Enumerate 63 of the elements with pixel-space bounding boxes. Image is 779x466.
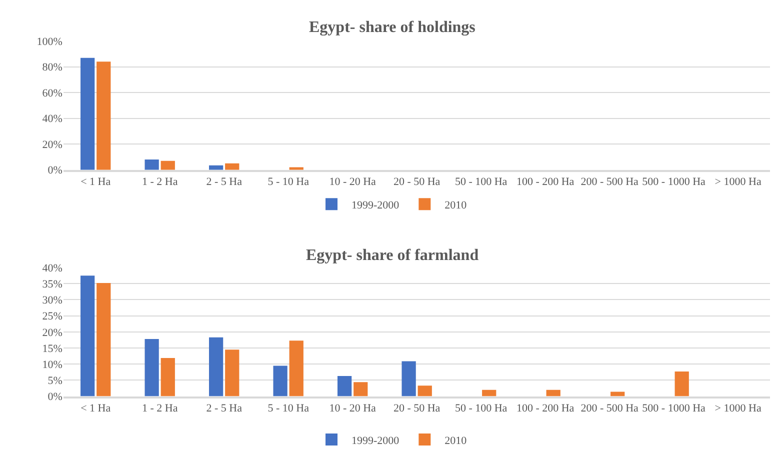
y-tick-label: 40% — [42, 262, 62, 274]
bar — [225, 163, 240, 170]
x-tick-label: 50 - 100 Ha — [454, 176, 508, 188]
x-tick-label: 10 - 20 Ha — [329, 402, 376, 414]
x-tick-label: > 1000 Ha — [714, 402, 762, 414]
legend-label: 1999-2000 — [352, 434, 400, 447]
y-tick-label: 20% — [42, 138, 62, 151]
bar — [96, 62, 111, 170]
x-tick-label: 500 - 1000 Ha — [642, 176, 706, 188]
x-tick-label: 5 - 10 Ha — [268, 402, 310, 414]
x-tick-label: 200 - 500 Ha — [580, 176, 639, 188]
y-tick-label: 35% — [42, 278, 62, 290]
bar — [144, 160, 159, 170]
y-tick-label: 15% — [42, 342, 62, 355]
x-tick-label: 20 - 50 Ha — [393, 402, 440, 414]
bar — [144, 338, 159, 396]
y-tick-label: 60% — [42, 87, 62, 100]
bar — [482, 390, 496, 396]
bar — [80, 276, 95, 396]
bar — [80, 58, 95, 170]
x-tick-label: 20 - 50 Ha — [393, 176, 440, 188]
y-tick-label: 100% — [36, 36, 62, 48]
legend-label: 2010 — [444, 434, 468, 447]
x-tick-label: 1 - 2 Ha — [142, 402, 178, 414]
y-tick-label: 20% — [42, 326, 62, 339]
chart-title: Egypt- share of holdings — [309, 19, 476, 36]
y-tick-label: 10% — [42, 358, 62, 371]
bar — [225, 350, 240, 396]
bar — [273, 366, 288, 396]
bar — [354, 382, 368, 396]
x-tick-label: 2 - 5 Ha — [206, 402, 242, 414]
y-tick-label: 30% — [42, 294, 62, 307]
y-tick-label: 5% — [48, 375, 62, 388]
x-tick-label: 100 - 200 Ha — [516, 176, 574, 188]
x-tick-label: < 1 Ha — [80, 176, 111, 188]
legend-label: 2010 — [444, 199, 468, 212]
bar — [546, 390, 560, 396]
bar — [160, 358, 175, 396]
x-tick-label: 5 - 10 Ha — [268, 176, 310, 188]
x-tick-label: 500 - 1000 Ha — [642, 402, 706, 414]
bar — [289, 340, 304, 396]
y-tick-label: 80% — [42, 62, 62, 74]
bar — [418, 386, 432, 396]
x-tick-label: > 1000 Ha — [714, 176, 762, 188]
x-tick-label: < 1 Ha — [80, 402, 111, 414]
bar — [674, 371, 689, 396]
y-tick-label: 25% — [42, 310, 62, 323]
x-tick-label: 2 - 5 Ha — [206, 176, 242, 188]
bar — [337, 376, 352, 396]
bar — [402, 361, 416, 396]
legend-label: 1999-2000 — [352, 199, 400, 212]
x-tick-label: 10 - 20 Ha — [329, 176, 376, 188]
chart-title: Egypt- share of farmland — [306, 247, 479, 264]
y-tick-label: 0% — [48, 164, 62, 177]
x-tick-label: 100 - 200 Ha — [516, 402, 574, 414]
bar — [160, 160, 175, 170]
bar — [96, 282, 111, 396]
x-tick-label: 50 - 100 Ha — [454, 402, 508, 414]
x-tick-label: 1 - 2 Ha — [142, 176, 178, 188]
y-tick-label: 0% — [48, 391, 62, 404]
x-tick-label: 200 - 500 Ha — [580, 402, 639, 414]
bar — [209, 337, 224, 396]
y-tick-label: 40% — [42, 113, 62, 126]
